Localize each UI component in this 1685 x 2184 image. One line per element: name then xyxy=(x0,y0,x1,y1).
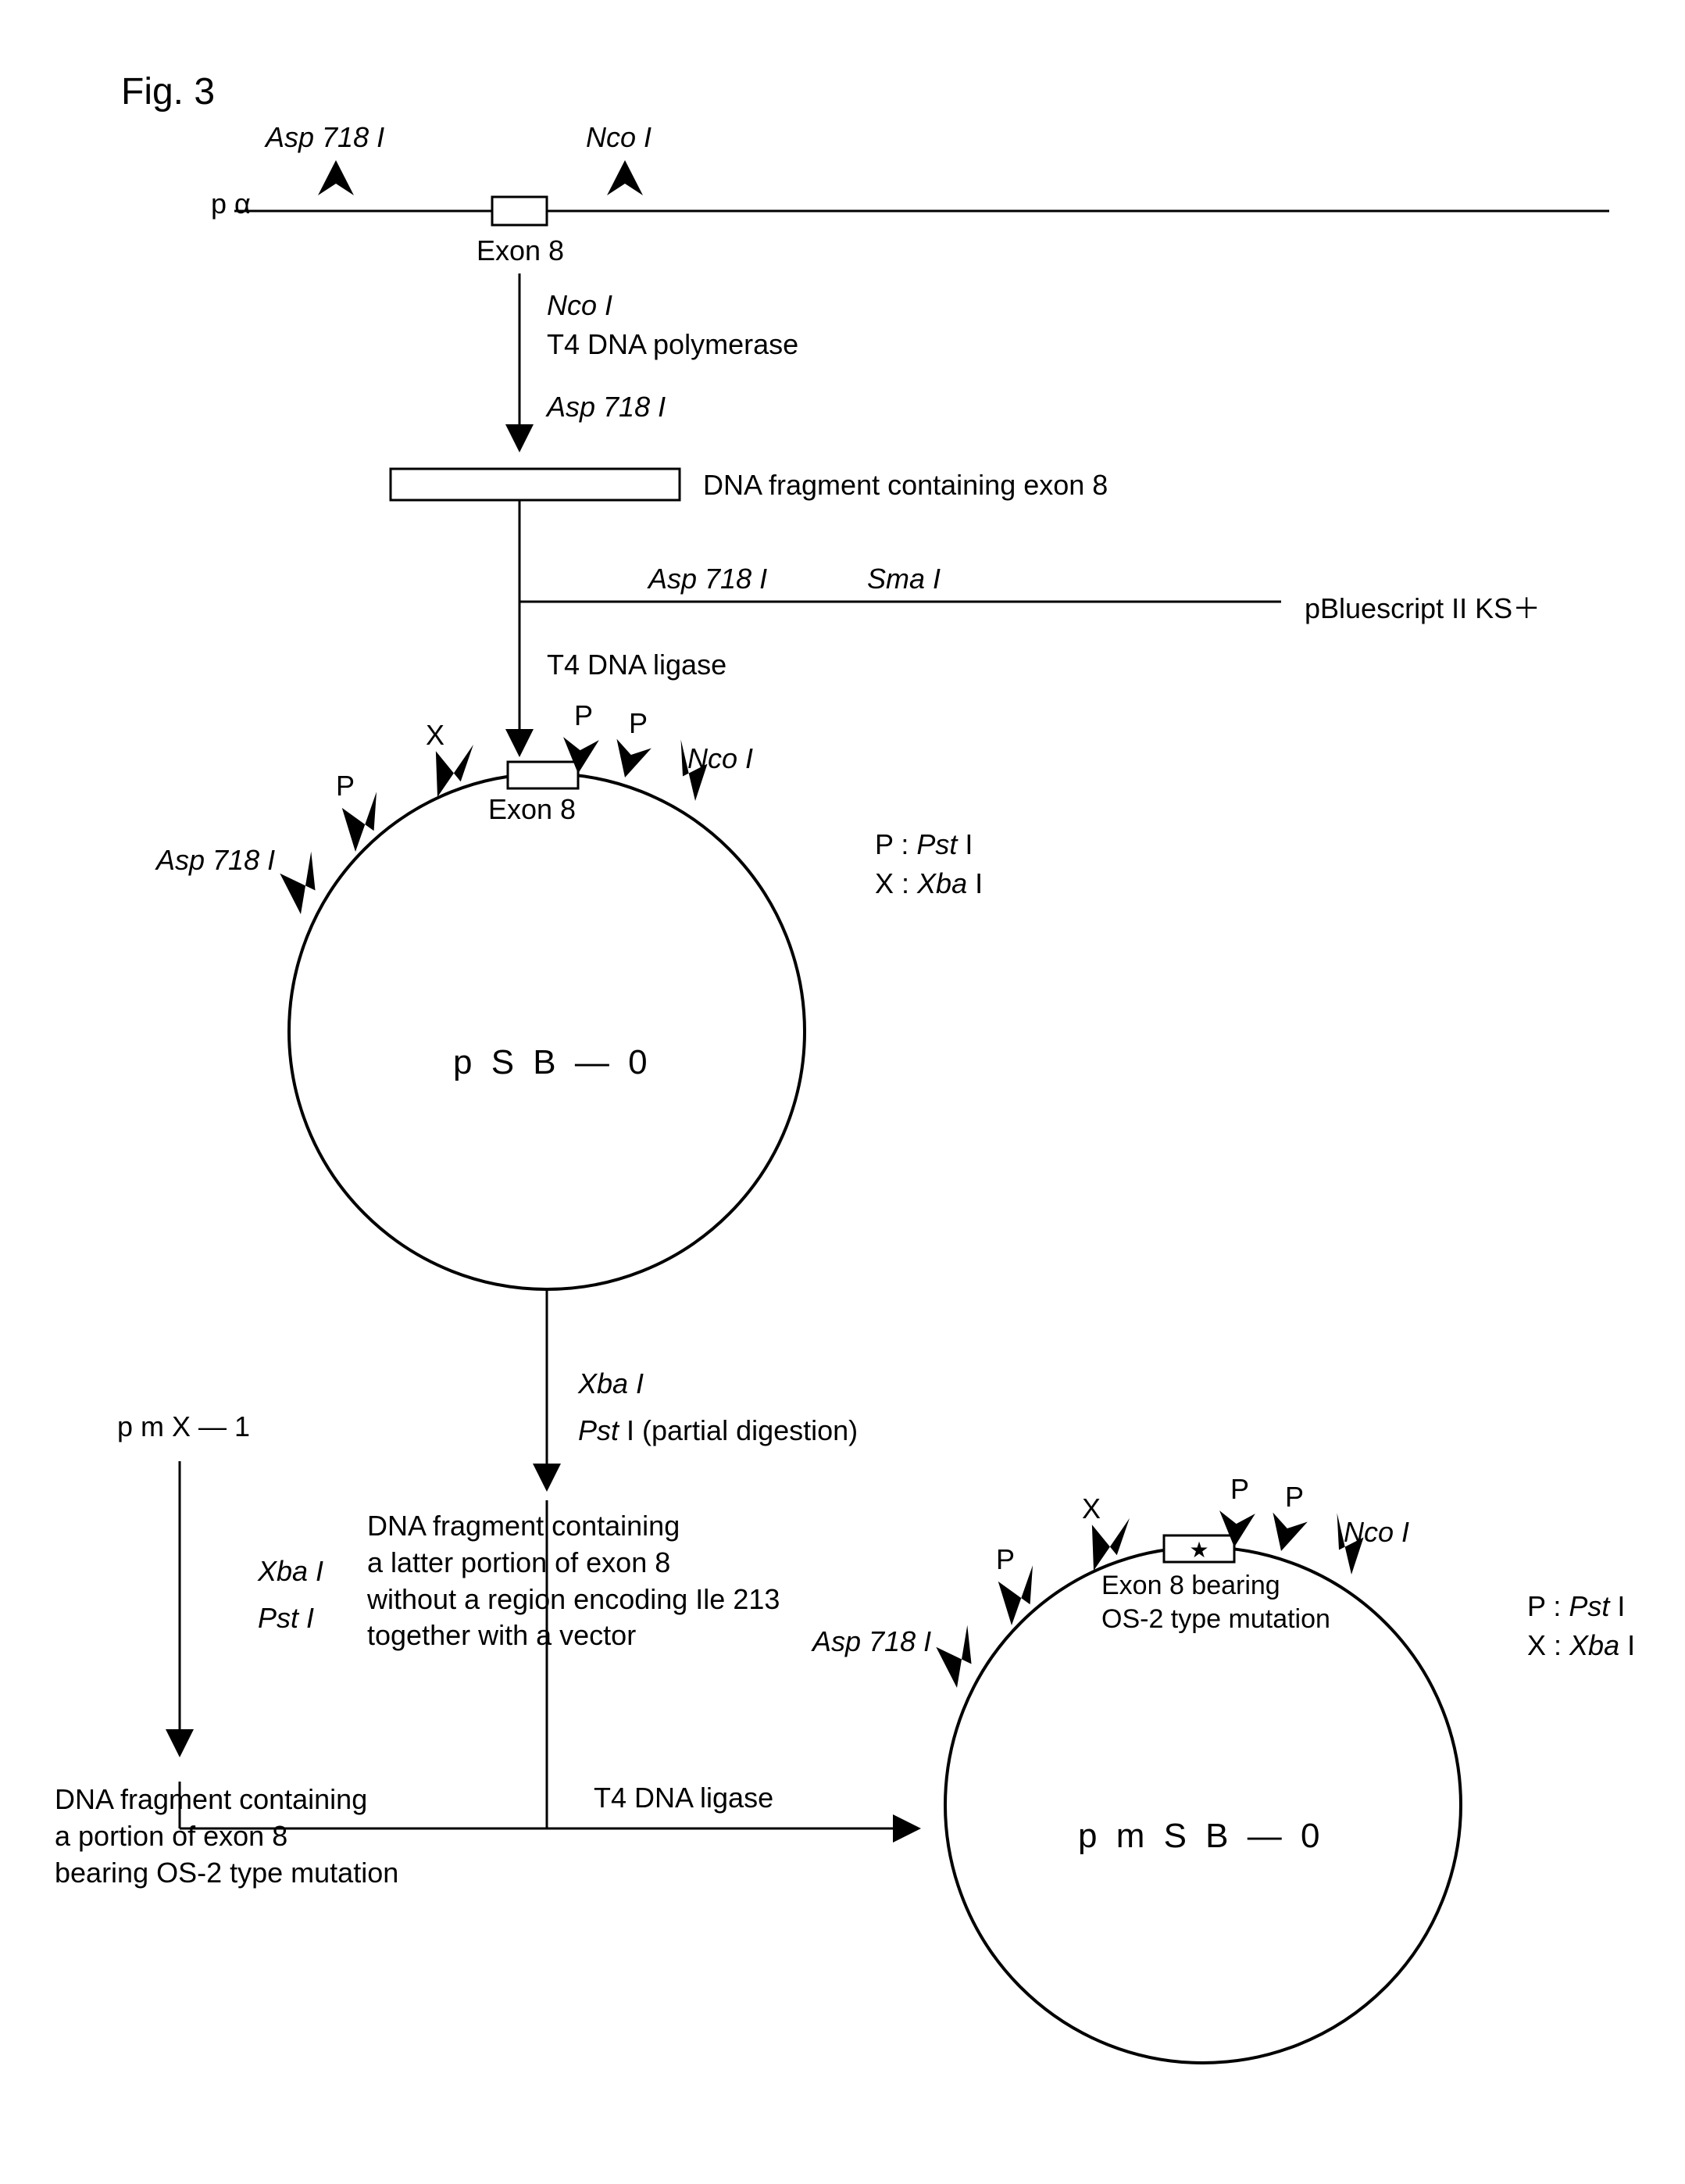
vector-name: pBluescript II KS＋ xyxy=(1305,586,1540,627)
pmx1-label: p m X — 1 xyxy=(117,1410,250,1443)
ncoI-label-linear: Nco I xyxy=(586,121,652,154)
vector-smaI: Sma I xyxy=(867,563,941,595)
step2-xbaI: Xba I xyxy=(578,1367,644,1400)
p-alpha-label: p α xyxy=(211,188,251,220)
plasmid1-circle xyxy=(289,774,805,1289)
plasmid2-star: ★ xyxy=(1189,1538,1208,1562)
asp718-label-linear: Asp 718 I xyxy=(266,121,384,154)
plasmid2-X: X xyxy=(1082,1492,1101,1525)
fragment-exon8-box xyxy=(391,469,680,500)
plasmid1-P3: P xyxy=(629,707,648,740)
plasmid2-name: p m S B — 0 xyxy=(1078,1817,1324,1856)
plasmid1-exon8-label: Exon 8 xyxy=(488,793,576,826)
plasmid1-asp718: Asp 718 I xyxy=(156,844,275,877)
plasmid2-asp718: Asp 718 I xyxy=(812,1625,931,1658)
exon8-label-linear: Exon 8 xyxy=(477,234,564,267)
step1-asp718: Asp 718 I xyxy=(547,391,666,424)
vector-asp718: Asp 718 I xyxy=(648,563,767,595)
step1-ncoI: Nco I xyxy=(547,289,612,322)
mid-fragment-text: DNA fragment containing a latter portion… xyxy=(367,1508,780,1654)
plasmid2-P1: P xyxy=(996,1543,1015,1576)
ligase1-label: T4 DNA ligase xyxy=(547,649,726,681)
exon8-box-linear xyxy=(492,197,547,225)
plasmid1-P1: P xyxy=(336,770,355,802)
step2-pstI: Pst I (partial digestion) xyxy=(578,1414,858,1447)
ncoI-tick-linear xyxy=(607,160,643,195)
plasmid1-ncoI: Nco I xyxy=(687,742,753,775)
plasmid1-exon8-box xyxy=(508,762,578,788)
plasmid2-legend-X: X : Xba I xyxy=(1527,1629,1635,1662)
plasmid1-name: p S B — 0 xyxy=(453,1043,652,1082)
step1-t4poly: T4 DNA polymerase xyxy=(547,328,798,361)
plasmid1-legend-X: X : Xba I xyxy=(875,867,983,900)
plasmid2-exon8-label: Exon 8 bearing OS-2 type mutation xyxy=(1101,1569,1330,1635)
asp718-tick-linear xyxy=(318,160,354,195)
plasmid1-legend-P: P : Pst I xyxy=(875,828,973,861)
fragment-exon8-label: DNA fragment containing exon 8 xyxy=(703,469,1108,502)
plasmid1-P2: P xyxy=(574,699,593,732)
plasmid1-X: X xyxy=(426,719,444,752)
plasmid2-legend-P: P : Pst I xyxy=(1527,1590,1625,1623)
plasmid2-ncoI: Nco I xyxy=(1344,1516,1409,1549)
ligase2-label: T4 DNA ligase xyxy=(594,1782,773,1814)
left-xbaI: Xba I xyxy=(258,1555,323,1588)
plasmid2-P3: P xyxy=(1285,1481,1304,1514)
left-fragment-text: DNA fragment containing a portion of exo… xyxy=(55,1782,398,1891)
left-pstI: Pst I xyxy=(258,1602,314,1635)
plasmid2-P2: P xyxy=(1230,1473,1249,1506)
